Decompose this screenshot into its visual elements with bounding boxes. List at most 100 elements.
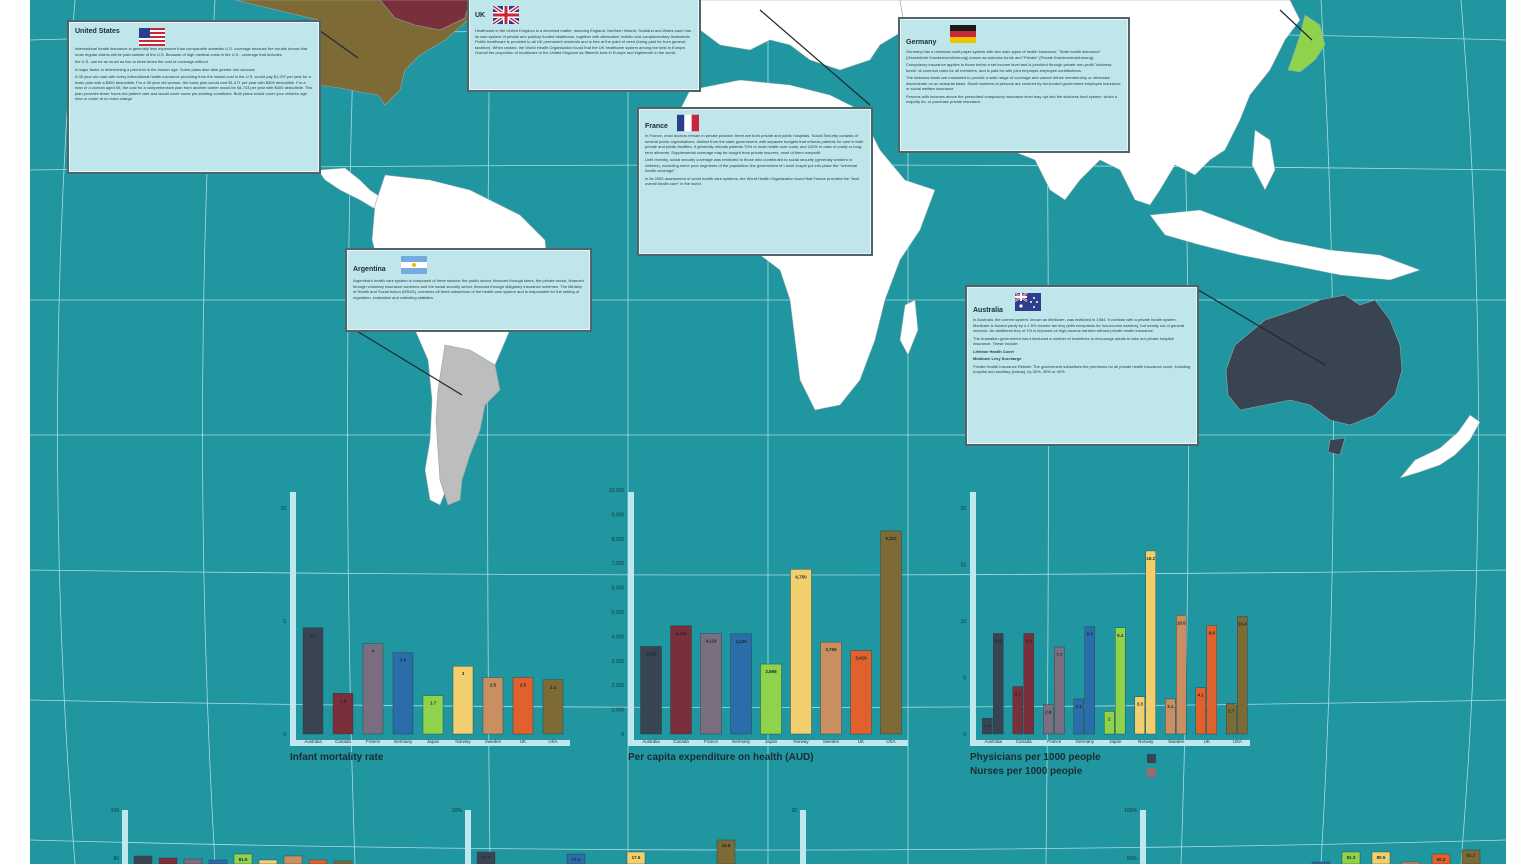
new-zealand: [1399, 414, 1481, 479]
bar: [233, 853, 253, 864]
y-tick-label: 5: [283, 619, 286, 625]
callout-paragraph: International health insurance is genera…: [75, 46, 308, 57]
data-label: 4.1: [1198, 693, 1205, 698]
data-label: 4,105: [735, 639, 747, 644]
bar: [1145, 550, 1156, 735]
callout-paragraph: Persons with incomes above the prescribe…: [906, 93, 1118, 105]
callout-argentina: Argentina Argentina's health care system…: [345, 248, 592, 332]
y-tick-label: 10: [960, 619, 966, 625]
bar: [476, 851, 496, 864]
y-tick-label: 80: [113, 856, 119, 862]
callout-body: Argentina's health care system is compos…: [353, 278, 584, 302]
x-tick-label: UK: [858, 739, 864, 744]
data-label: 3,419: [855, 656, 867, 661]
x-tick-label: Germany: [394, 739, 413, 744]
y-tick-label: 5: [963, 676, 966, 682]
bar: [1195, 687, 1206, 735]
data-label: 2.5: [490, 683, 497, 688]
data-label: 2: [1108, 716, 1111, 721]
bar: [333, 860, 353, 864]
flag-usa-icon: [139, 28, 165, 46]
bar: [880, 530, 902, 735]
bar: [133, 855, 153, 864]
bar: [982, 717, 993, 735]
x-tick-label: Australia: [642, 739, 660, 744]
x-tick-label: UK: [520, 739, 526, 744]
bar: [760, 663, 782, 735]
x-tick-label: Japan: [765, 739, 778, 744]
callout-usa: United States International health insur…: [67, 20, 321, 174]
x-tick-label: Germany: [1075, 739, 1094, 744]
bar: [1023, 633, 1034, 735]
data-label: 3.1: [1167, 704, 1174, 709]
callout-france: France In France, most doctors remain in…: [637, 107, 873, 256]
bar: [1073, 698, 1084, 735]
data-label: 4,118: [705, 639, 717, 644]
bar: [670, 625, 692, 735]
bar: [1226, 703, 1237, 735]
callout-body: Healthcare in the United Kingdom is a de…: [475, 28, 693, 58]
y-tick-label: 0: [283, 732, 286, 738]
data-label: 8,322: [885, 536, 897, 541]
x-tick-label: Sweden: [485, 739, 502, 744]
bar: [1371, 851, 1391, 864]
japan-region: [1287, 14, 1326, 73]
x-tick-label: Australia: [984, 739, 1002, 744]
y-tick-label: 1,000: [611, 708, 624, 714]
callout-paragraph: The sickness funds are mandated to provi…: [906, 75, 1121, 91]
callout-paragraph: A major factor in determining a premium …: [75, 66, 256, 72]
callout-body: In Australia, the current system, known …: [973, 317, 1191, 377]
y-tick-label: 10,000: [609, 488, 625, 494]
flag-germany-icon: [950, 25, 976, 43]
x-tick-label: Norway: [1138, 739, 1154, 744]
data-label: 17.7: [482, 855, 491, 860]
callout-title: Germany: [906, 39, 937, 46]
data-label: 9.5: [1087, 632, 1094, 637]
data-label: 1.4: [984, 723, 991, 728]
x-tick-label: Sweden: [1168, 739, 1185, 744]
callout-paragraph: Germany has a universal multi-payer syst…: [906, 49, 1101, 60]
data-label: 81.3: [1347, 855, 1356, 860]
y-tick-label: 100%: [1124, 808, 1137, 814]
infant-mortality-chart: 0 5 10 Australia 4.7 Canada 1.8 France 4 Germany 3…: [280, 506, 564, 744]
flag-uk-icon: [493, 6, 519, 24]
usa-region: [234, 0, 471, 106]
data-label: 81.5: [239, 857, 248, 862]
callout-paragraph: The Australian government has introduced…: [973, 335, 1174, 347]
data-label: 16.2: [1146, 556, 1155, 561]
australia-region: [1225, 294, 1403, 426]
callout-paragraph: In Australia, the current system, known …: [973, 317, 1185, 333]
bar: [512, 677, 534, 735]
bar: [1341, 851, 1361, 864]
data-label: 4,433: [675, 631, 687, 636]
data-label: 7.7: [1056, 652, 1063, 657]
bar: [208, 859, 228, 864]
callout-title: UK: [475, 12, 486, 19]
bar: [1165, 698, 1176, 735]
bar: [1134, 696, 1145, 735]
bar: [183, 858, 203, 864]
callout-body: International health insurance is genera…: [75, 46, 313, 104]
data-label: 10.5: [1177, 620, 1186, 625]
bar: [542, 679, 564, 735]
y-tick-label: 7,000: [611, 561, 624, 567]
callout-paragraph: the U.S. can be as much as two to three …: [75, 59, 208, 64]
callout-paragraph: A 35 year old man with every internation…: [75, 74, 313, 101]
callout-paragraph: Private Health Insurance Rebate: The gov…: [973, 363, 1191, 375]
data-label: 80.3: [1437, 857, 1446, 862]
bar: [158, 857, 178, 864]
callout-body: In France, most doctors remain in privat…: [645, 133, 865, 189]
bar: [1461, 849, 1481, 864]
chart-title-infant-mortality: Infant mortality rate: [290, 752, 384, 763]
data-label: 3.1: [1076, 704, 1083, 709]
callout-germany: Germany Germany has a universal multi-pa…: [898, 17, 1130, 153]
data-label: 17.6: [632, 855, 641, 860]
bar: [1206, 625, 1217, 735]
callout-paragraph: In its 2000 assessment of world health c…: [645, 175, 860, 187]
data-label: 3.3: [1137, 702, 1144, 707]
bar: [790, 569, 812, 735]
callout-paragraph: Medicare Levy Surcharge: [973, 356, 1022, 361]
bar: [820, 641, 842, 735]
x-tick-label: Germany: [732, 739, 751, 744]
